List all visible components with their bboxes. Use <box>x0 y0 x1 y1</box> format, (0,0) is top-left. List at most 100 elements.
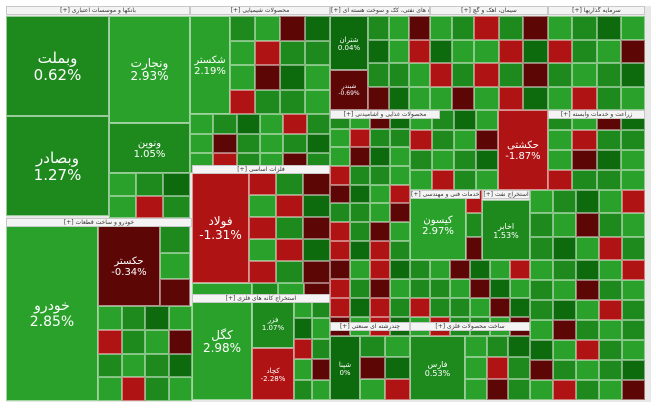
treemap-tile[interactable] <box>350 260 370 279</box>
treemap-tile[interactable] <box>280 89 305 114</box>
treemap-tile[interactable] <box>530 236 553 260</box>
treemap-tile[interactable] <box>410 150 432 170</box>
treemap-tile[interactable] <box>530 380 553 400</box>
symbol-tile-vbsaderat[interactable]: وبصادر 1.27% <box>6 116 109 216</box>
treemap-tile[interactable] <box>236 114 260 134</box>
treemap-tile[interactable] <box>303 173 330 195</box>
treemap-tile[interactable] <box>599 213 622 237</box>
treemap-tile[interactable] <box>388 86 410 110</box>
treemap-tile[interactable] <box>486 378 509 400</box>
symbol-tile-vbmellat[interactable]: وبملت 0.62% <box>6 16 109 116</box>
treemap-tile[interactable] <box>576 280 599 300</box>
symbol-tile-vtejarat[interactable]: ونجارت 2.93% <box>109 16 190 123</box>
treemap-tile[interactable] <box>599 236 622 260</box>
treemap-tile[interactable] <box>390 166 410 185</box>
treemap-tile[interactable] <box>190 114 214 134</box>
treemap-tile[interactable] <box>385 336 410 358</box>
treemap-tile[interactable] <box>294 338 312 360</box>
treemap-tile[interactable] <box>98 353 122 378</box>
treemap-tile[interactable] <box>490 260 510 279</box>
treemap-tile[interactable] <box>432 130 454 150</box>
treemap-tile[interactable] <box>368 39 389 63</box>
treemap-tile[interactable] <box>283 133 307 154</box>
treemap-tile[interactable] <box>160 226 190 253</box>
treemap-tile[interactable] <box>553 190 576 214</box>
treemap-tile[interactable] <box>620 86 645 110</box>
treemap-tile[interactable] <box>409 86 430 110</box>
treemap-tile[interactable] <box>350 184 370 204</box>
treemap-tile[interactable] <box>163 173 190 196</box>
treemap-tile[interactable] <box>530 280 553 300</box>
treemap-tile[interactable] <box>474 39 499 63</box>
treemap-tile[interactable] <box>168 306 192 330</box>
treemap-tile[interactable] <box>160 252 190 280</box>
treemap-tile[interactable] <box>530 360 553 380</box>
treemap-tile[interactable] <box>530 340 553 360</box>
treemap-tile[interactable] <box>620 39 645 63</box>
treemap-tile[interactable] <box>622 320 645 340</box>
treemap-tile[interactable] <box>121 353 145 378</box>
treemap-tile[interactable] <box>430 86 452 110</box>
treemap-tile[interactable] <box>163 195 190 218</box>
treemap-tile[interactable] <box>508 378 530 400</box>
treemap-tile[interactable] <box>490 279 510 298</box>
symbol-tile-fars[interactable]: فارس 0.53% <box>410 336 465 400</box>
treemap-tile[interactable] <box>306 114 330 134</box>
treemap-tile[interactable] <box>249 239 276 261</box>
treemap-tile[interactable] <box>454 110 476 130</box>
treemap-tile[interactable] <box>523 86 548 110</box>
treemap-tile[interactable] <box>576 380 599 400</box>
treemap-tile[interactable] <box>121 306 145 330</box>
treemap-tile[interactable] <box>548 86 573 110</box>
treemap-tile[interactable] <box>548 63 573 87</box>
treemap-tile[interactable] <box>283 114 307 134</box>
treemap-tile[interactable] <box>370 222 390 241</box>
treemap-tile[interactable] <box>390 222 410 241</box>
treemap-tile[interactable] <box>145 306 169 330</box>
treemap-tile[interactable] <box>622 213 645 237</box>
treemap-tile[interactable] <box>548 150 573 170</box>
treemap-tile[interactable] <box>370 147 390 166</box>
treemap-tile[interactable] <box>576 236 599 260</box>
treemap-tile[interactable] <box>572 63 597 87</box>
treemap-tile[interactable] <box>465 336 487 358</box>
treemap-tile[interactable] <box>622 260 645 280</box>
treemap-tile[interactable] <box>230 89 255 114</box>
treemap-tile[interactable] <box>276 195 303 217</box>
treemap-tile[interactable] <box>599 280 622 300</box>
treemap-tile[interactable] <box>190 133 214 154</box>
treemap-tile[interactable] <box>466 213 482 237</box>
treemap-tile[interactable] <box>370 203 390 222</box>
treemap-tile[interactable] <box>450 279 470 298</box>
treemap-tile[interactable] <box>620 150 645 170</box>
treemap-tile[interactable] <box>596 130 621 150</box>
treemap-tile[interactable] <box>168 353 192 378</box>
treemap-tile[interactable] <box>523 63 548 87</box>
treemap-tile[interactable] <box>370 184 390 204</box>
treemap-tile[interactable] <box>294 379 312 400</box>
treemap-tile[interactable] <box>474 16 499 40</box>
treemap-tile[interactable] <box>548 16 573 40</box>
treemap-tile[interactable] <box>368 86 389 110</box>
treemap-tile[interactable] <box>350 203 370 222</box>
treemap-tile[interactable] <box>276 261 303 283</box>
treemap-tile[interactable] <box>213 114 237 134</box>
treemap-tile[interactable] <box>572 150 597 170</box>
treemap-tile[interactable] <box>312 338 330 360</box>
treemap-tile[interactable] <box>390 298 410 317</box>
treemap-tile[interactable] <box>530 213 553 237</box>
sector-header-metals[interactable]: [+] فلزات اساسی <box>192 165 330 174</box>
treemap-tile[interactable] <box>508 357 530 379</box>
treemap-tile[interactable] <box>255 65 280 90</box>
treemap-tile[interactable] <box>136 173 163 196</box>
treemap-tile[interactable] <box>622 380 645 400</box>
treemap-tile[interactable] <box>548 170 573 190</box>
treemap-tile[interactable] <box>350 298 370 317</box>
sector-header-cement[interactable]: [+] سیمان، آهک و گچ <box>430 6 548 15</box>
treemap-tile[interactable] <box>599 340 622 360</box>
treemap-tile[interactable] <box>452 63 474 87</box>
treemap-tile[interactable] <box>576 213 599 237</box>
treemap-tile[interactable] <box>432 170 454 190</box>
treemap-tile[interactable] <box>576 260 599 280</box>
treemap-tile[interactable] <box>330 241 350 260</box>
